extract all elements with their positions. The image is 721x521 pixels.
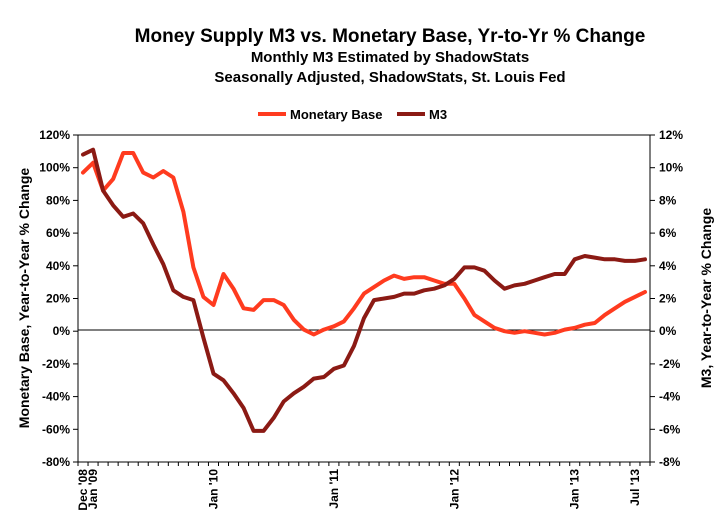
- y-right-tick-label: -2%: [659, 357, 681, 371]
- series-line-monetary-base: [81, 151, 647, 337]
- y-left-tick-label: 20%: [46, 292, 70, 306]
- x-tick-label: Jan '13: [568, 469, 582, 510]
- y-left-tick-label: 40%: [46, 259, 70, 273]
- y-right-tick-label: 8%: [659, 193, 677, 207]
- y-right-tick-label: 10%: [659, 161, 683, 175]
- y-axis-right: 12% 10% 8% 6% 4% 2% 0% -2% -4% -6% -8%: [650, 128, 683, 469]
- y-right-tick-label: 4%: [659, 259, 677, 273]
- legend-label-m3: M3: [429, 107, 447, 122]
- y-axis-right-title: M3, Year-to-Year % Change: [698, 208, 714, 388]
- y-left-tick-label: 0%: [53, 324, 71, 338]
- y-right-tick-label: -8%: [659, 455, 681, 469]
- series-layer: [81, 147, 647, 433]
- legend-label-monetary-base: Monetary Base: [290, 107, 382, 122]
- chart-titles: Money Supply M3 vs. Monetary Base, Yr-to…: [60, 26, 720, 88]
- y-right-tick-label: -4%: [659, 390, 681, 404]
- legend: Monetary Base M3: [258, 107, 447, 122]
- y-left-tick-label: -40%: [42, 390, 70, 404]
- y-left-tick-label: -20%: [42, 357, 70, 371]
- y-right-tick-label: 12%: [659, 128, 683, 142]
- chart-subtitle-2: Seasonally Adjusted, ShadowStats, St. Lo…: [214, 69, 566, 86]
- y-right-tick-label: 6%: [659, 226, 677, 240]
- y-right-tick-label: -6%: [659, 422, 681, 436]
- x-tick-label: Jan '10: [206, 469, 220, 510]
- x-tick-label: Jan '09: [86, 469, 100, 510]
- chart-title: Money Supply M3 vs. Monetary Base, Yr-to…: [134, 26, 646, 47]
- y-axis-left-title: Monetary Base, Year-to-Year % Change: [16, 168, 32, 429]
- x-tick-label: Jan '12: [447, 469, 461, 510]
- x-tick-label: Dec '08: [76, 469, 90, 511]
- series-line-m3: [81, 147, 647, 433]
- y-right-tick-label: 2%: [659, 292, 677, 306]
- y-left-tick-label: 120%: [39, 128, 70, 142]
- y-left-tick-label: -80%: [42, 455, 70, 469]
- y-left-tick-label: -60%: [42, 422, 70, 436]
- y-right-tick-label: 0%: [659, 324, 677, 338]
- y-axis-left: 120% 100% 80% 60% 40% 20% 0% -20% -40% -60% -80%: [39, 128, 78, 469]
- y-left-tick-label: 100%: [39, 161, 70, 175]
- chart-subtitle-1: Monthly M3 Estimated by ShadowStats: [250, 49, 530, 66]
- x-tick-label: Jul '13: [628, 469, 642, 506]
- y-left-tick-label: 60%: [46, 226, 70, 240]
- x-tick-label: Jan '11: [327, 469, 341, 509]
- plot-area: [77, 134, 651, 463]
- y-left-tick-label: 80%: [46, 193, 70, 207]
